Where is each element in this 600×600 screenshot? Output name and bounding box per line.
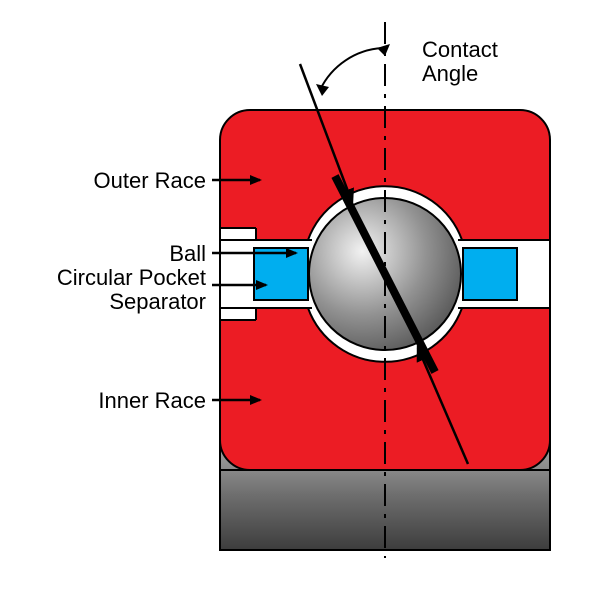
ball-label: Ball bbox=[169, 241, 206, 267]
separator-left bbox=[254, 248, 308, 300]
outer-race-label: Outer Race bbox=[94, 168, 207, 194]
angle-arc bbox=[320, 48, 383, 90]
circular-pocket-separator-label: Circular Pocket Separator bbox=[57, 266, 206, 314]
separator-right bbox=[463, 248, 517, 300]
inner-race-label: Inner Race bbox=[98, 388, 206, 414]
contact-angle-label: Contact Angle bbox=[422, 38, 498, 86]
